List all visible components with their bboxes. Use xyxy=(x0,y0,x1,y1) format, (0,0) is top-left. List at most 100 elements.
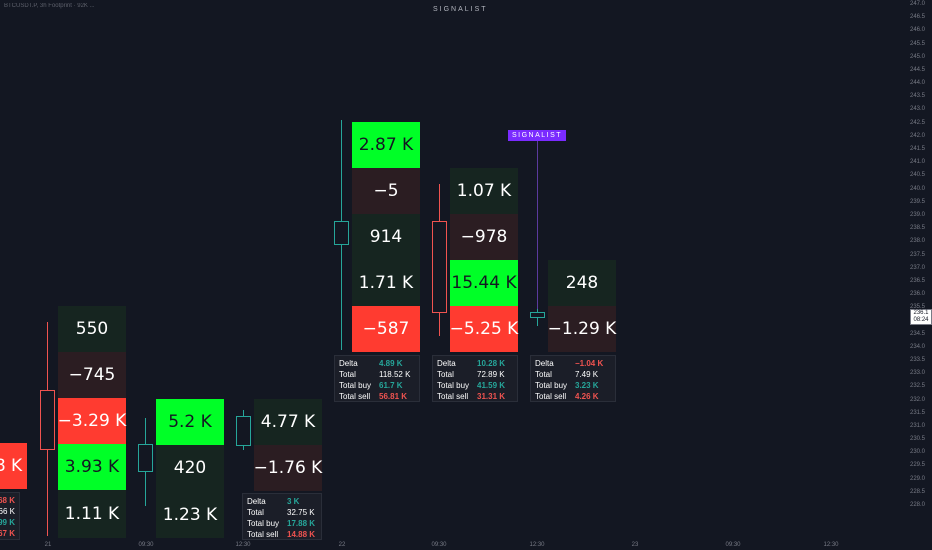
price-tick-label: 230.0 xyxy=(910,449,926,456)
price-tick-label: 236.5 xyxy=(910,277,926,284)
bar-countdown: 08:24 xyxy=(913,317,929,323)
time-tick-label: 23 xyxy=(631,542,639,548)
time-tick-label: 12:30 xyxy=(235,542,251,548)
time-tick-label: 12:30 xyxy=(823,542,839,548)
stat-delta: 10.28 K xyxy=(477,359,506,368)
last-price-label: 236.1 08:24 xyxy=(910,309,932,325)
delta-value: −1.29 K xyxy=(547,319,617,339)
stat-label-delta: Delta xyxy=(437,359,456,368)
time-tick-label: 09:30 xyxy=(431,542,447,548)
stat-label-buy: Total buy xyxy=(437,381,470,390)
candle-body xyxy=(432,221,447,313)
delta-cell: 1.71 K xyxy=(352,260,420,306)
stat-sell: 31.31 K xyxy=(477,392,506,401)
price-tick-label: 245.0 xyxy=(910,53,926,60)
signal-line xyxy=(537,141,538,309)
price-tick-label: 234.5 xyxy=(910,330,926,337)
price-tick-label: 229.5 xyxy=(910,462,926,469)
stat-label-total: Total xyxy=(247,508,264,517)
last-price-value: 236.1 xyxy=(913,310,929,316)
delta-value: −978 xyxy=(460,227,508,247)
time-tick-label: 12:30 xyxy=(529,542,545,548)
stat-label-delta: Delta xyxy=(339,359,358,368)
delta-cell: 248 xyxy=(548,260,616,306)
stat-label-buy: Total buy xyxy=(247,519,280,528)
delta-cell: 1.11 K xyxy=(58,490,126,538)
price-tick-label: 238.0 xyxy=(910,238,926,245)
price-tick-label: 235.5 xyxy=(910,304,926,311)
delta-cell: −1.29 K xyxy=(548,306,616,352)
stats-panel: Delta 4.89 K Total 118.52 K Total buy 61.7 … xyxy=(334,355,420,402)
stats-panel: Delta 3 K Total 32.75 K Total buy 17.88 K T… xyxy=(242,493,322,540)
stat-label-sell: Total sell xyxy=(437,392,469,401)
delta-cell: 3.93 K xyxy=(58,444,126,490)
price-tick-label: 243.5 xyxy=(910,93,926,100)
delta-cell: 4.77 K xyxy=(254,399,322,445)
stat-delta: 4.89 K xyxy=(379,359,403,368)
stat-sell: 14.88 K xyxy=(287,530,316,539)
price-tick-label: 228.5 xyxy=(910,488,926,495)
candle-body xyxy=(530,312,545,318)
stat-label-total: Total xyxy=(339,370,356,379)
time-tick-label: 22 xyxy=(338,542,346,548)
time-tick-label: 09:30 xyxy=(138,542,154,548)
price-tick-label: 228.0 xyxy=(910,502,926,508)
delta-cell: 914 xyxy=(352,214,420,260)
candle-wick xyxy=(537,296,538,326)
stat-delta: 68 K xyxy=(0,496,15,505)
plot-area[interactable]: SIGNALIST 8 K 68 K 66 K 99 K 67 K 550 −7… xyxy=(0,0,900,540)
price-tick-label: 241.5 xyxy=(910,146,926,153)
price-tick-label: 233.0 xyxy=(910,370,926,377)
delta-value: −587 xyxy=(362,319,410,339)
price-tick-label: 244.0 xyxy=(910,80,926,87)
price-tick-label: 238.5 xyxy=(910,225,926,232)
candle-body xyxy=(138,444,153,472)
stats-panel: Delta 10.28 K Total 72.89 K Total buy 41.59… xyxy=(432,355,518,402)
delta-value: −745 xyxy=(68,365,116,385)
price-tick-label: 232.0 xyxy=(910,396,926,403)
stat-buy: 41.59 K xyxy=(477,381,506,390)
price-tick-label: 237.0 xyxy=(910,264,926,271)
stat-label-buy: Total buy xyxy=(535,381,568,390)
price-tick-label: 232.5 xyxy=(910,383,926,390)
time-tick-label: 09:30 xyxy=(725,542,741,548)
price-tick-label: 233.5 xyxy=(910,356,926,363)
price-tick-label: 241.0 xyxy=(910,159,926,166)
delta-cell: 5.2 K xyxy=(156,399,224,445)
price-tick-label: 231.5 xyxy=(910,409,926,416)
delta-cell: 15.44 K xyxy=(450,260,518,306)
stat-total: 32.75 K xyxy=(287,508,315,517)
delta-value: 8 K xyxy=(0,456,23,476)
signal-tag[interactable]: SIGNALIST xyxy=(508,130,566,141)
stat-total: 72.89 K xyxy=(477,370,505,379)
stat-label-sell: Total sell xyxy=(535,392,567,401)
stats-panel: Delta −1.04 K Total 7.49 K Total buy 3.23 K… xyxy=(530,355,616,402)
stat-label-sell: Total sell xyxy=(339,392,371,401)
delta-value: −3.29 K xyxy=(57,411,127,431)
stat-label-delta: Delta xyxy=(247,497,266,506)
delta-value: 15.44 K xyxy=(451,273,517,293)
delta-cell: −1.76 K xyxy=(254,445,322,491)
price-tick-label: 240.0 xyxy=(910,185,926,192)
stat-buy: 61.7 K xyxy=(379,381,403,390)
delta-cell: −587 xyxy=(352,306,420,352)
price-tick-label: 240.5 xyxy=(910,172,926,179)
price-tick-label: 245.5 xyxy=(910,40,926,47)
delta-value: 4.77 K xyxy=(260,412,316,432)
delta-value: −1.76 K xyxy=(253,458,323,478)
price-tick-label: 247.0 xyxy=(910,1,926,7)
delta-cell: −5 xyxy=(352,168,420,214)
stat-label-sell: Total sell xyxy=(247,530,279,539)
delta-value: −5 xyxy=(373,181,399,201)
delta-cell: −978 xyxy=(450,214,518,260)
stat-label-delta: Delta xyxy=(535,359,554,368)
delta-value: 914 xyxy=(369,227,403,247)
delta-cell: −745 xyxy=(58,352,126,398)
candle-body xyxy=(40,390,55,450)
stat-buy: 17.88 K xyxy=(287,519,316,528)
stat-total: 7.49 K xyxy=(575,370,599,379)
delta-cell: 1.07 K xyxy=(450,168,518,214)
delta-cell: 2.87 K xyxy=(352,122,420,168)
stat-delta: 3 K xyxy=(287,497,300,506)
price-tick-label: 236.0 xyxy=(910,291,926,298)
